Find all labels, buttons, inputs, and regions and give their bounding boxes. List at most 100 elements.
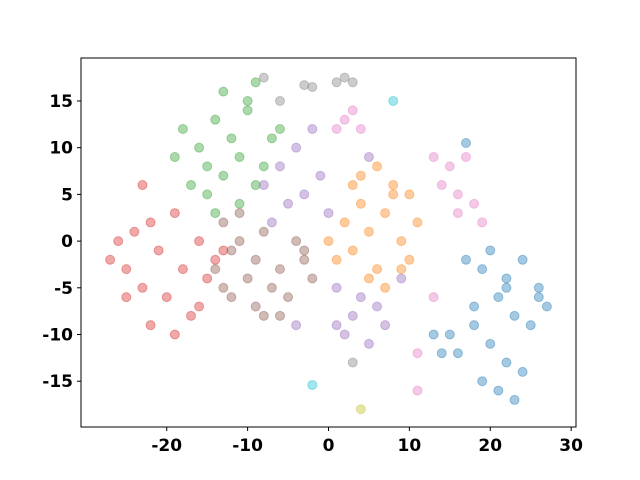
- point: [331, 77, 342, 88]
- point: [533, 282, 544, 293]
- x-tick-label: 20: [478, 436, 502, 456]
- x-tick-label: -20: [151, 436, 182, 456]
- point: [242, 105, 253, 116]
- point: [291, 142, 302, 153]
- point: [444, 329, 455, 340]
- point: [396, 264, 407, 275]
- point: [380, 208, 391, 219]
- point: [210, 254, 221, 265]
- point: [137, 180, 148, 191]
- point: [202, 189, 213, 200]
- point: [234, 208, 245, 219]
- point: [210, 114, 221, 125]
- point: [315, 170, 326, 181]
- point: [186, 180, 196, 191]
- y-tick-label: 15: [49, 92, 73, 112]
- point: [363, 226, 374, 237]
- point: [485, 338, 496, 349]
- point: [258, 72, 269, 83]
- point: [493, 292, 504, 303]
- point: [331, 254, 342, 265]
- point: [331, 320, 342, 331]
- point: [347, 357, 358, 368]
- point: [283, 198, 294, 209]
- point: [347, 180, 358, 191]
- point: [363, 338, 374, 349]
- point: [299, 80, 310, 91]
- point: [501, 357, 512, 368]
- point: [339, 329, 350, 340]
- point: [266, 282, 277, 293]
- point: [461, 138, 471, 149]
- point: [339, 217, 350, 228]
- point: [250, 77, 261, 88]
- point: [291, 320, 302, 331]
- point: [363, 152, 374, 163]
- point: [226, 245, 237, 256]
- point: [210, 208, 221, 219]
- point: [477, 264, 488, 275]
- point: [291, 236, 302, 247]
- point: [436, 180, 447, 191]
- point: [372, 301, 383, 312]
- point: [283, 292, 294, 303]
- point: [137, 282, 148, 293]
- point: [452, 208, 463, 219]
- point: [258, 180, 269, 191]
- y-tick-label: -15: [42, 372, 73, 392]
- point: [234, 152, 245, 163]
- point: [541, 301, 552, 312]
- point: [404, 254, 415, 265]
- point: [428, 292, 439, 303]
- point: [226, 133, 237, 144]
- point: [404, 189, 415, 200]
- point: [194, 236, 205, 247]
- point: [380, 320, 391, 331]
- point: [380, 282, 391, 293]
- point: [428, 329, 439, 340]
- point: [339, 72, 350, 83]
- point: [299, 254, 310, 265]
- point: [452, 189, 463, 200]
- point: [307, 123, 318, 134]
- y-tick-label: -10: [42, 326, 73, 346]
- point: [363, 273, 374, 284]
- x-tick-label: -10: [232, 436, 263, 456]
- point: [202, 161, 213, 172]
- point: [477, 217, 488, 228]
- point: [258, 226, 269, 237]
- point: [331, 123, 342, 134]
- point: [533, 292, 544, 303]
- point: [177, 123, 188, 134]
- y-tick-label: 10: [49, 139, 73, 159]
- point: [186, 310, 196, 321]
- y-tick-label: 0: [61, 232, 73, 252]
- point: [477, 376, 488, 387]
- point: [274, 123, 285, 134]
- point: [234, 236, 245, 247]
- point: [355, 123, 366, 134]
- point: [347, 77, 358, 88]
- point: [331, 282, 342, 293]
- point: [347, 105, 358, 116]
- point: [461, 254, 471, 265]
- point: [339, 114, 350, 125]
- point: [266, 217, 277, 228]
- point: [210, 264, 221, 275]
- point: [274, 264, 285, 275]
- point: [266, 133, 277, 144]
- point: [307, 81, 318, 92]
- point: [274, 310, 285, 321]
- point: [218, 282, 229, 293]
- point: [274, 95, 285, 106]
- point: [161, 292, 172, 303]
- point: [169, 208, 180, 219]
- point: [121, 292, 132, 303]
- point: [517, 254, 528, 265]
- x-tick-label: 30: [559, 436, 583, 456]
- point: [412, 385, 423, 396]
- point: [355, 170, 366, 181]
- point: [234, 198, 245, 209]
- point: [501, 273, 512, 284]
- point: [242, 273, 253, 284]
